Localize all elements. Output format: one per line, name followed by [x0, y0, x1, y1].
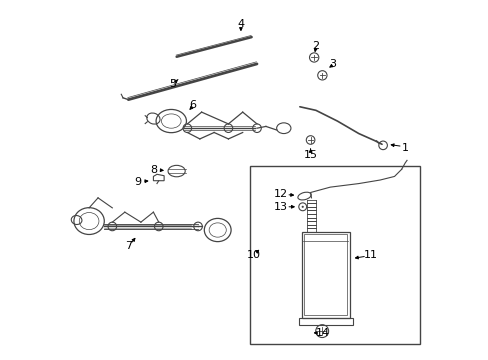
Text: 11: 11 [364, 250, 378, 260]
Text: 9: 9 [134, 177, 141, 187]
Bar [249, 166, 419, 344]
Text: 14: 14 [315, 328, 329, 338]
Text: 6: 6 [189, 100, 196, 110]
Text: 4: 4 [237, 18, 244, 28]
Text: 10: 10 [246, 250, 261, 260]
Text: 7: 7 [124, 241, 132, 251]
Text: 13: 13 [273, 202, 287, 212]
Text: 15: 15 [303, 150, 317, 160]
Text: 3: 3 [329, 59, 336, 69]
Bar [304, 234, 346, 315]
Text: 1: 1 [401, 143, 408, 153]
Text: 5: 5 [168, 78, 176, 89]
Text: 2: 2 [312, 41, 319, 51]
Bar [298, 318, 352, 325]
Bar [301, 232, 349, 318]
Text: 8: 8 [149, 165, 157, 175]
Circle shape [301, 206, 303, 208]
Text: 12: 12 [273, 189, 287, 199]
